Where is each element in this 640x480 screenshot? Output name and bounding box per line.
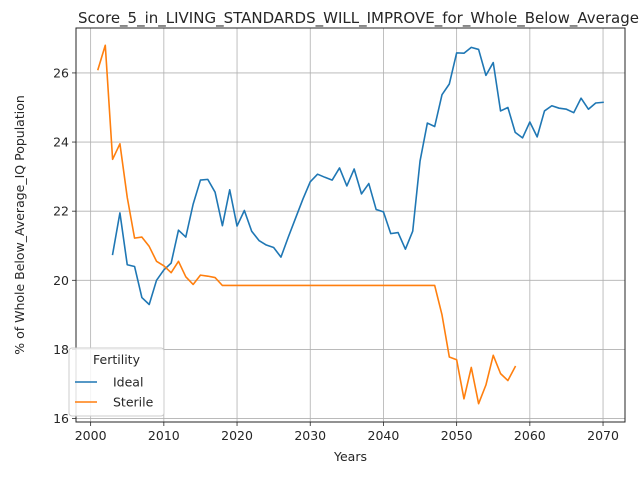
- legend: Fertility Ideal Sterile: [68, 347, 165, 417]
- x-axis-label: Years: [333, 449, 367, 464]
- legend-label-sterile: Sterile: [113, 395, 154, 410]
- y-axis-ticks: 16 18 20 22 24 26: [53, 65, 76, 426]
- legend-label-ideal: Ideal: [113, 375, 143, 390]
- y-tick-label: 22: [53, 204, 69, 219]
- legend-box: [68, 347, 165, 417]
- x-tick-label: 2010: [148, 428, 180, 443]
- y-tick-label: 24: [53, 135, 69, 150]
- y-tick-label: 18: [53, 342, 69, 357]
- chart-title: Score_5_in_LIVING_STANDARDS_WILL_IMPROVE…: [78, 9, 639, 28]
- series-line-sterile: [96, 44, 517, 405]
- x-tick-label: 2050: [441, 428, 473, 443]
- x-tick-label: 2030: [294, 428, 326, 443]
- y-tick-label: 20: [53, 273, 69, 288]
- series-lines: [96, 44, 604, 405]
- x-tick-label: 2020: [221, 428, 253, 443]
- series-line-ideal: [111, 46, 604, 306]
- x-tick-label: 2000: [75, 428, 107, 443]
- y-axis-label: % of Whole Below_Average_IQ Population: [12, 95, 27, 355]
- x-tick-label: 2060: [514, 428, 546, 443]
- y-tick-label: 16: [53, 411, 69, 426]
- x-tick-label: 2070: [587, 428, 619, 443]
- plot-frame: [75, 27, 626, 423]
- y-tick-label: 26: [53, 65, 69, 80]
- x-axis-ticks: 2000 2010 2020 2030 2040 2050 2060 2070: [75, 422, 619, 443]
- x-tick-label: 2040: [368, 428, 400, 443]
- legend-title: Fertility: [93, 352, 141, 367]
